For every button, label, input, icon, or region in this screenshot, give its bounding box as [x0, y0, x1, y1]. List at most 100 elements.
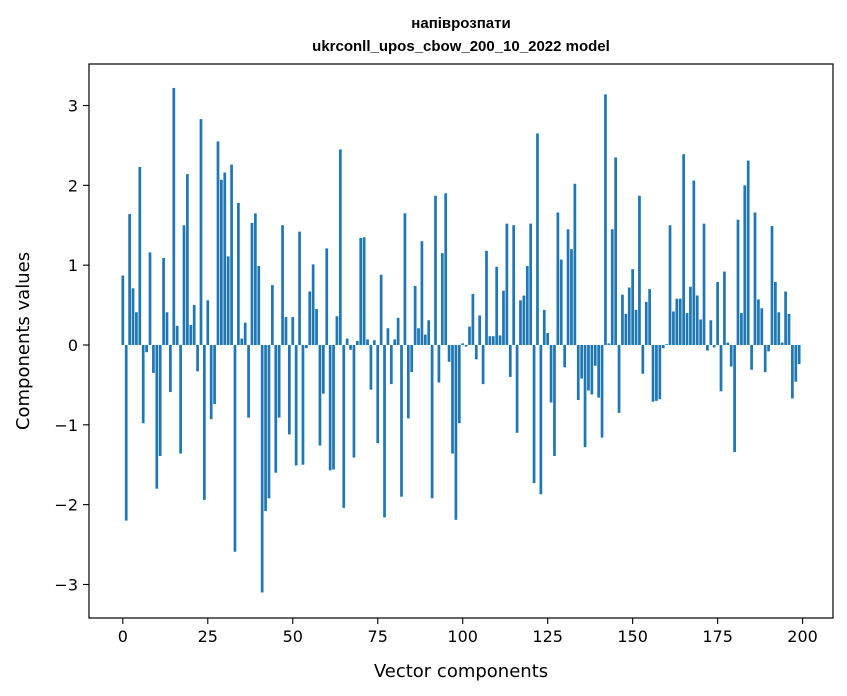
bar — [257, 265, 261, 345]
bar — [763, 344, 767, 373]
bar — [621, 294, 624, 345]
bar — [169, 344, 172, 393]
bar — [614, 157, 618, 345]
y-tick-label: 0 — [68, 336, 78, 355]
bar — [542, 309, 546, 345]
bar — [124, 344, 128, 521]
bar — [665, 344, 668, 345]
bar — [274, 344, 278, 473]
bar — [712, 344, 716, 348]
bar — [539, 344, 543, 495]
bar — [315, 309, 318, 345]
bar — [556, 212, 560, 345]
x-tick-label: 0 — [118, 627, 128, 646]
bar — [237, 202, 240, 345]
bar — [661, 344, 665, 349]
bar — [576, 344, 580, 401]
bar — [121, 275, 125, 345]
bar — [549, 344, 553, 403]
bar — [746, 160, 750, 345]
y-axis-label: Components values — [13, 252, 34, 430]
bar — [403, 213, 407, 345]
bars-group — [121, 87, 801, 593]
bar — [182, 225, 186, 345]
bar — [427, 320, 431, 345]
bar — [651, 344, 655, 402]
bar — [355, 341, 359, 345]
bar — [780, 342, 784, 345]
x-axis-label: Vector components — [374, 661, 548, 682]
bar — [600, 344, 604, 438]
bar — [522, 295, 526, 345]
bar — [736, 219, 740, 345]
bar — [301, 344, 305, 465]
bar — [777, 312, 781, 345]
bar — [627, 287, 631, 345]
bar — [488, 336, 492, 345]
bar — [437, 344, 441, 383]
y-tick-label: 1 — [68, 256, 78, 275]
bar — [624, 313, 628, 345]
bar — [726, 342, 730, 345]
bar — [393, 339, 397, 345]
bar — [288, 344, 291, 435]
bar — [369, 344, 373, 390]
bar — [573, 183, 577, 345]
x-tick-label: 100 — [447, 627, 478, 646]
bar — [702, 223, 706, 345]
bar — [345, 338, 349, 345]
bar — [243, 322, 247, 345]
bar — [440, 253, 444, 345]
bar — [784, 291, 787, 345]
bar — [454, 344, 458, 520]
bar — [294, 344, 298, 466]
bar — [362, 237, 366, 345]
bar — [172, 87, 176, 345]
bar — [209, 344, 213, 420]
bar — [199, 119, 203, 345]
bar — [138, 166, 142, 345]
bar — [250, 222, 254, 345]
bar — [162, 257, 165, 345]
bar — [148, 252, 152, 345]
bar — [281, 225, 284, 345]
bar — [481, 344, 485, 385]
bar — [267, 344, 271, 499]
bar — [206, 300, 210, 345]
bar — [359, 238, 363, 345]
bar — [787, 313, 791, 345]
y-tick-label: 2 — [68, 176, 78, 195]
bar — [502, 290, 505, 345]
bar — [512, 225, 516, 345]
bar — [216, 141, 220, 345]
bar — [240, 338, 244, 345]
bar — [498, 335, 502, 345]
bar — [128, 214, 131, 345]
bar — [406, 344, 410, 419]
bar — [223, 172, 227, 345]
bar — [610, 229, 614, 345]
bar — [417, 328, 420, 345]
bar — [485, 250, 488, 345]
bar — [495, 266, 499, 345]
bar — [750, 344, 753, 370]
bar — [566, 229, 570, 345]
bar — [794, 344, 798, 382]
bar — [797, 344, 801, 365]
bar — [695, 295, 699, 345]
bar — [593, 344, 597, 366]
x-tick-label: 25 — [198, 627, 218, 646]
bar — [583, 344, 587, 448]
bar — [189, 325, 193, 345]
bar — [692, 180, 696, 345]
bar — [546, 333, 550, 345]
bar — [352, 344, 356, 458]
bar — [277, 344, 281, 418]
bar — [338, 149, 342, 345]
bar — [233, 344, 237, 552]
bar — [175, 325, 179, 345]
bar — [563, 344, 567, 368]
bar — [335, 316, 339, 345]
bar — [791, 344, 794, 399]
bar — [396, 317, 400, 345]
